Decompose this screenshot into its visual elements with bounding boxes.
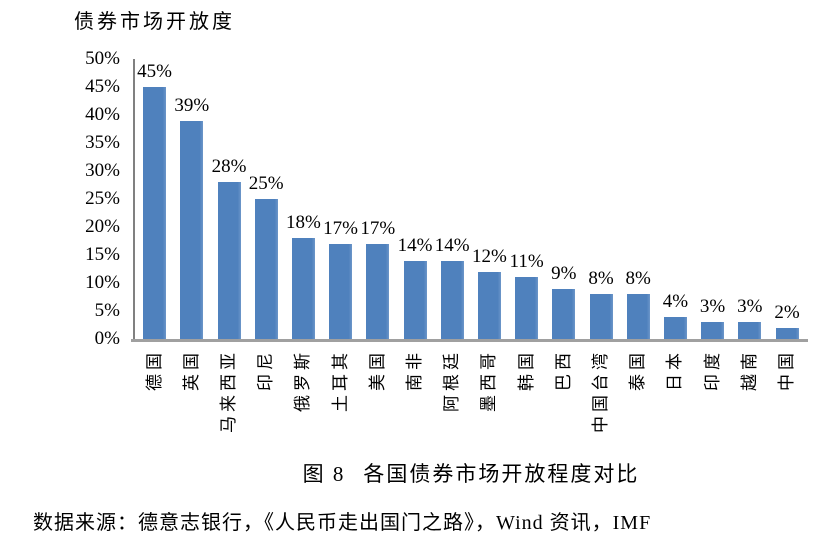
bar: [590, 294, 613, 339]
bar-value-label: 3%: [737, 296, 763, 317]
x-axis-category-label: 越南: [739, 349, 759, 391]
bar: [552, 289, 575, 339]
bar: [738, 322, 761, 339]
x-axis-category-label: 中国: [777, 349, 796, 391]
x-axis-line: [131, 339, 808, 342]
bar-value-label: 9%: [551, 263, 577, 284]
bar-value-label: 2%: [774, 302, 800, 323]
x-axis-category-label: 美国: [367, 349, 387, 391]
bar-value-label: 17%: [360, 218, 396, 239]
bar-value-label: 12%: [471, 246, 507, 267]
bar: [292, 238, 315, 339]
x-axis-category-label: 墨西哥: [479, 349, 499, 412]
bar: [143, 87, 166, 339]
bar: [441, 261, 464, 339]
bar: [627, 294, 650, 339]
bar-value-label: 45%: [137, 61, 173, 82]
bar: [776, 328, 799, 339]
y-tick-label: 40%: [85, 104, 120, 125]
bar-value-label: 4%: [662, 291, 689, 312]
y-tick-label: 45%: [85, 76, 120, 97]
figure-caption-title: 各国债券市场开放程度对比: [363, 462, 640, 486]
bar: [664, 317, 687, 339]
figure-caption: 图 8 各国债券市场开放程度对比: [134, 458, 808, 488]
bar: [404, 261, 427, 339]
bar-value-label: 25%: [248, 173, 284, 194]
bar: [478, 272, 501, 339]
bar: [366, 244, 389, 339]
figure-number: 图 8: [302, 462, 346, 486]
data-source-note: 数据来源：德意志银行，《人民币走出国门之路》，Wind 资讯，IMF: [33, 512, 652, 534]
chart-title: 债券市场开放度: [74, 11, 235, 33]
bar: [515, 277, 538, 339]
x-axis-category-label: 中国台湾: [591, 349, 610, 433]
bar-value-label: 14%: [434, 235, 470, 256]
y-tick-label: 20%: [85, 216, 120, 237]
y-tick-label: 0%: [94, 328, 120, 349]
bar-value-label: 8%: [625, 268, 651, 289]
y-tick-label: 50%: [85, 48, 120, 69]
x-axis-category-label: 印尼: [256, 349, 276, 391]
x-axis-category-label: 阿根廷: [442, 349, 462, 412]
bar: [329, 244, 352, 339]
x-axis-category-label: 泰国: [628, 349, 648, 391]
bar: [218, 182, 241, 339]
y-tick-label: 10%: [85, 272, 120, 293]
bar-value-label: 28%: [211, 156, 247, 177]
bar-value-label: 8%: [588, 268, 614, 289]
bar-value-label: 39%: [174, 95, 210, 116]
bar-value-label: 3%: [699, 296, 726, 317]
x-axis-category-label: 印度: [702, 349, 722, 391]
y-tick-label: 15%: [85, 244, 120, 265]
bar: [255, 199, 278, 339]
bar-value-label: 18%: [285, 212, 321, 233]
x-axis-category-label: 韩国: [516, 349, 536, 391]
x-axis-category-label: 巴西: [553, 349, 573, 391]
x-axis-category-label: 俄罗斯: [293, 349, 313, 412]
bar-value-label: 14%: [397, 235, 433, 256]
x-axis-category-label: 土耳其: [330, 349, 350, 412]
x-axis-category-label: 马来西亚: [219, 349, 238, 433]
y-tick-label: 30%: [85, 160, 120, 181]
bar: [180, 121, 203, 339]
bar: [701, 322, 724, 339]
y-tick-label: 5%: [94, 300, 120, 321]
y-tick-label: 35%: [85, 132, 120, 153]
x-axis-category-label: 南非: [405, 349, 424, 391]
bar-value-label: 17%: [323, 218, 359, 239]
y-axis-line: [133, 59, 135, 340]
x-axis-category-label: 德国: [144, 349, 164, 391]
x-axis-category-label: 日本: [665, 349, 685, 391]
y-tick-label: 25%: [85, 188, 120, 209]
x-axis-category-label: 英国: [181, 349, 201, 391]
bar-value-label: 11%: [509, 251, 544, 272]
